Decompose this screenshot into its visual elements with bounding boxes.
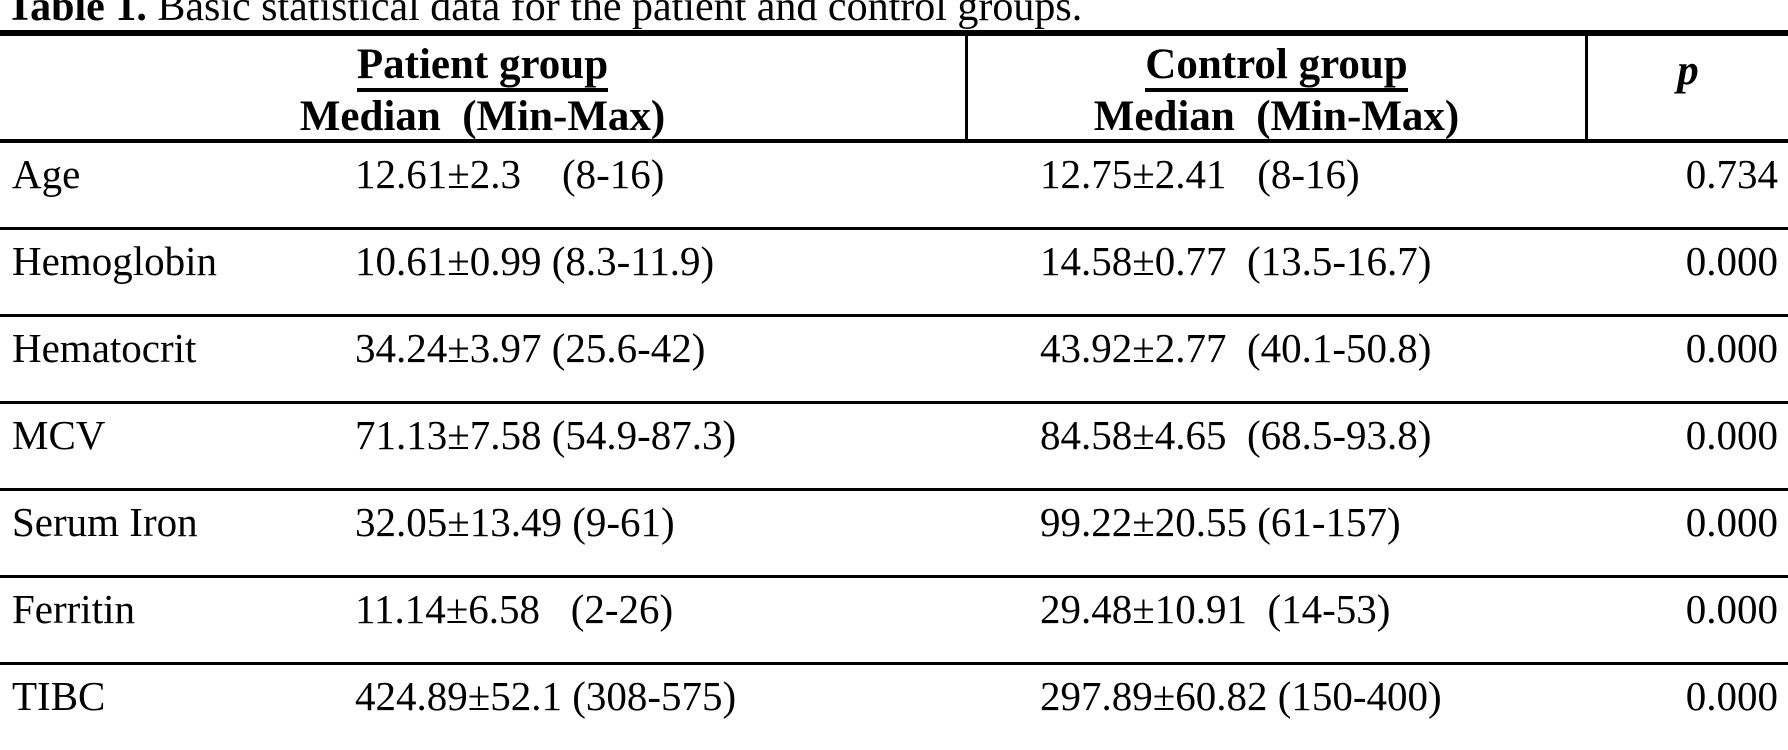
table-row-age: Age 12.61±2.3 (8-16) 12.75±2.41 (8-16) 0… [0,143,1788,230]
p-value: 0.000 [1685,412,1778,458]
control-value: 12.75±2.41 (8-16) [1040,151,1360,197]
table-caption-description: Basic statistical data for the patient a… [146,0,1083,30]
header-patient-group-title: Patient group [0,40,965,92]
row-label: Hematocrit [12,325,197,371]
header-control-group-title: Control group [968,40,1585,92]
patient-value: 10.61±0.99 (8.3-11.9) [355,238,715,284]
header-control-group-subtitle: Median (Min-Max) [1093,93,1460,140]
table-caption: Table 1. Basic statistical data for the … [0,0,1788,30]
p-value: 0.000 [1685,586,1778,632]
row-label: TIBC [12,673,106,719]
header-patient-group-subtitle: Median (Min-Max) [299,93,666,140]
header-p-value-label: p [1677,47,1699,94]
table-caption-text: Table 1. Basic statistical data for the … [0,0,1788,30]
control-value: 99.22±20.55 (61-157) [1040,499,1401,545]
p-value: 0.000 [1685,325,1778,371]
patient-value: 34.24±3.97 (25.6-42) [355,325,706,371]
row-label: Ferritin [12,586,135,632]
table-row-hematocrit: Hematocrit 34.24±3.97 (25.6-42) 43.92±2.… [0,317,1788,404]
control-value: 29.48±10.91 (14-53) [1040,586,1391,632]
header-patient-group: Patient group Median (Min-Max) [0,36,968,140]
header-control-group: Control group Median (Min-Max) [968,36,1588,140]
p-value: 0.734 [1685,151,1778,197]
header-p-value: p [1588,36,1788,139]
p-value: 0.000 [1685,673,1778,719]
patient-value: 71.13±7.58 (54.9-87.3) [355,412,737,458]
table-row-hemoglobin: Hemoglobin 10.61±0.99 (8.3-11.9) 14.58±0… [0,230,1788,317]
row-label: MCV [12,412,106,458]
row-label: Serum Iron [12,499,198,545]
p-value: 0.000 [1685,238,1778,284]
p-value: 0.000 [1685,499,1778,545]
table-caption-number: Table 1. [6,0,147,30]
patient-value: 32.05±13.49 (9-61) [355,499,675,545]
table-header-row: Patient group Median (Min-Max) Control g… [0,36,1788,143]
table-row-ferritin: Ferritin 11.14±6.58 (2-26) 29.48±10.91 (… [0,578,1788,665]
table-row-mcv: MCV 71.13±7.58 (54.9-87.3) 84.58±4.65 (6… [0,404,1788,491]
row-label: Age [12,151,81,197]
control-value: 84.58±4.65 (68.5-93.8) [1040,412,1432,458]
control-value: 297.89±60.82 (150-400) [1040,673,1442,719]
patient-value: 11.14±6.58 (2-26) [355,586,674,632]
statistics-table: Patient group Median (Min-Max) Control g… [0,30,1788,750]
table-row-serum-iron: Serum Iron 32.05±13.49 (9-61) 99.22±20.5… [0,491,1788,578]
patient-value: 12.61±2.3 (8-16) [355,151,665,197]
control-value: 14.58±0.77 (13.5-16.7) [1040,238,1432,284]
row-label: Hemoglobin [12,238,217,284]
control-value: 43.92±2.77 (40.1-50.8) [1040,325,1432,371]
patient-value: 424.89±52.1 (308-575) [355,673,737,719]
table-row-tibc: TIBC 424.89±52.1 (308-575) 297.89±60.82 … [0,665,1788,750]
